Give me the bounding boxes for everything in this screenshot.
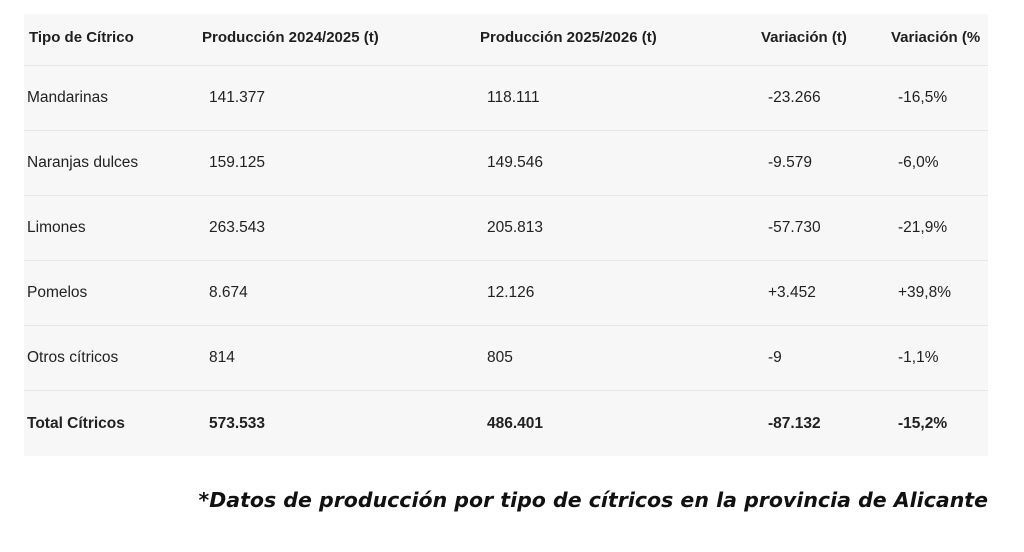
cell-tipo: Total Cítricos (27, 414, 125, 432)
cell-tipo: Naranjas dulces (27, 154, 139, 171)
cell-produccion-2025-2026: 805 (487, 349, 513, 366)
cell-tipo: Pomelos (27, 284, 88, 301)
cell-variacion-t: -23.266 (768, 89, 821, 106)
cell-variacion-t: -9.579 (768, 154, 812, 171)
table-caption: *Datos de producción por tipo de cítrico… (198, 488, 988, 512)
cell-produccion-2025-2026: 118.111 (487, 89, 540, 106)
cell-produccion-2025-2026: 149.546 (487, 154, 544, 171)
cell-variacion-t: -57.730 (768, 219, 821, 236)
cell-produccion-2024-2025: 573.533 (209, 414, 266, 432)
cell-produccion-2024-2025: 8.674 (209, 284, 248, 301)
header-produccion-2024-2025: Producción 2024/2025 (t) (202, 29, 379, 46)
cell-variacion-pct: -16,5% (898, 89, 948, 106)
header-tipo-citrico: Tipo de Cítrico (29, 29, 134, 46)
table-total-row: Total Cítricos 573.533 486.401 -87.132 -… (24, 391, 988, 456)
table-row: Limones 263.543 205.813 -57.730 -21,9% (24, 196, 988, 261)
cell-variacion-pct: -15,2% (898, 414, 948, 432)
cell-produccion-2025-2026: 205.813 (487, 219, 544, 236)
cell-produccion-2024-2025: 159.125 (209, 154, 266, 171)
cell-produccion-2025-2026: 12.126 (487, 284, 535, 301)
cell-variacion-pct: +39,8% (898, 284, 952, 301)
cell-variacion-pct: -21,9% (898, 219, 948, 236)
citrus-production-table: Tipo de Cítrico Producción 2024/2025 (t)… (24, 14, 988, 456)
table-header-row: Tipo de Cítrico Producción 2024/2025 (t)… (24, 14, 988, 66)
cell-tipo: Limones (27, 219, 86, 236)
cell-produccion-2025-2026: 486.401 (487, 414, 544, 432)
table-row: Naranjas dulces 159.125 149.546 -9.579 -… (24, 131, 988, 196)
cell-variacion-pct: -1,1% (898, 349, 939, 366)
cell-tipo: Otros cítricos (27, 349, 119, 366)
table-row: Otros cítricos 814 805 -9 -1,1% (24, 326, 988, 391)
header-produccion-2025-2026: Producción 2025/2026 (t) (480, 29, 657, 46)
cell-variacion-pct: -6,0% (898, 154, 939, 171)
cell-produccion-2024-2025: 263.543 (209, 219, 266, 236)
cell-variacion-t: -87.132 (768, 414, 821, 432)
cell-variacion-t: +3.452 (768, 284, 816, 301)
table-row: Mandarinas 141.377 118.111 -23.266 -16,5… (24, 66, 988, 131)
header-variacion-t: Variación (t) (761, 29, 847, 46)
cell-produccion-2024-2025: 141.377 (209, 89, 266, 106)
cell-produccion-2024-2025: 814 (209, 349, 235, 366)
header-variacion-pct: Variación (% (891, 29, 981, 46)
table-row: Pomelos 8.674 12.126 +3.452 +39,8% (24, 261, 988, 326)
cell-tipo: Mandarinas (27, 89, 108, 106)
cell-variacion-t: -9 (768, 349, 782, 366)
